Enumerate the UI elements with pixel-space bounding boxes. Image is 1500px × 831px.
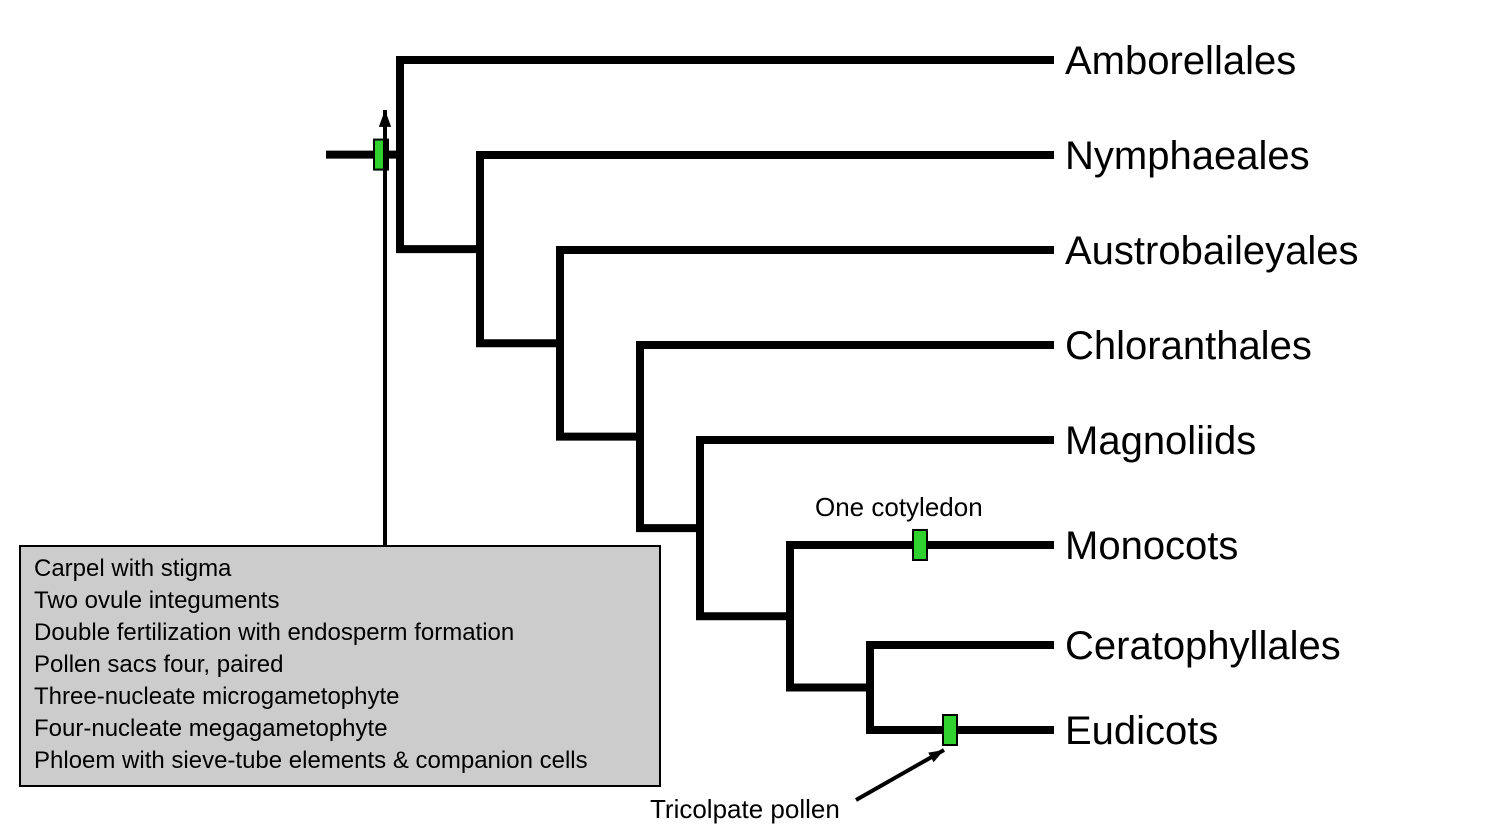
traits-box-line: Double fertilization with endosperm form… bbox=[34, 619, 514, 646]
traits-box-line: Pollen sacs four, paired bbox=[34, 651, 283, 678]
taxon-label-chloranthales: Chloranthales bbox=[1065, 324, 1312, 368]
annotation-tricolpate: Tricolpate pollen bbox=[650, 794, 840, 824]
traits-box-line: Three-nucleate microgametophyte bbox=[34, 683, 400, 710]
taxon-label-amborellales: Amborellales bbox=[1065, 39, 1296, 83]
trait-marker bbox=[943, 715, 957, 745]
taxon-label-ceratophyllales: Ceratophyllales bbox=[1065, 624, 1341, 668]
taxon-label-austrobaileyales: Austrobaileyales bbox=[1065, 229, 1359, 273]
annotation-one-cotyledon: One cotyledon bbox=[815, 492, 983, 522]
phylogenetic-tree: Amborellales Nymphaeales Austrobaileyales C… bbox=[0, 0, 1500, 831]
traits-box-line: Carpel with stigma bbox=[34, 555, 232, 582]
taxon-label-monocots: Monocots bbox=[1065, 524, 1238, 568]
traits-box-line: Four-nucleate megagametophyte bbox=[34, 715, 388, 742]
trait-marker bbox=[913, 530, 927, 560]
taxon-label-eudicots: Eudicots bbox=[1065, 709, 1218, 753]
traits-box-line: Two ovule integuments bbox=[34, 587, 279, 614]
traits-box-line: Phloem with sieve-tube elements & compan… bbox=[34, 747, 588, 774]
taxon-label-nymphaeales: Nymphaeales bbox=[1065, 134, 1310, 178]
taxon-label-magnoliids: Magnoliids bbox=[1065, 419, 1256, 463]
